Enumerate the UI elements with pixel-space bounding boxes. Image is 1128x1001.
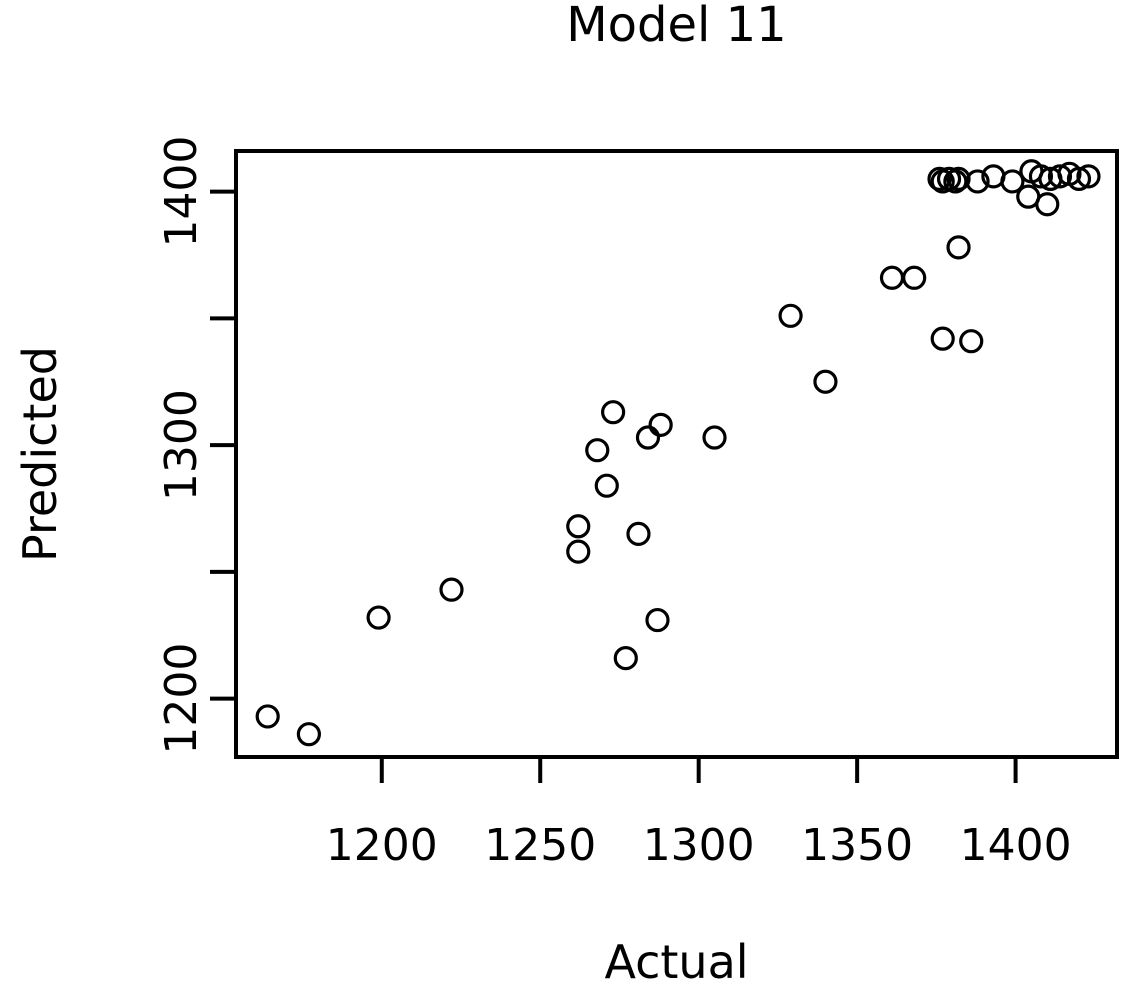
data-point (439, 577, 464, 602)
data-point (613, 646, 638, 671)
y-tick-label: 1400 (156, 136, 207, 248)
x-tick-label: 1400 (960, 820, 1072, 871)
data-point (930, 326, 955, 351)
data-point (594, 473, 619, 498)
data-point (1047, 164, 1073, 189)
x-tick-label: 1200 (326, 820, 438, 871)
data-point (927, 166, 952, 191)
x-tick-label: 1300 (643, 820, 755, 871)
data-point (1076, 164, 1101, 189)
data-point (1035, 192, 1060, 217)
x-tick-label: 1250 (484, 820, 596, 871)
data-point (566, 539, 591, 564)
data-point (902, 265, 927, 290)
data-point (585, 438, 610, 463)
data-point (778, 303, 803, 328)
chart-title: Model 11 (566, 0, 786, 53)
data-point (1028, 164, 1054, 189)
data-point (946, 235, 971, 260)
data-point (959, 329, 984, 354)
data-point (1066, 166, 1092, 191)
data-point (645, 607, 670, 633)
data-point (879, 265, 905, 290)
data-point (255, 704, 280, 729)
plot-area: 1200 1250 1300 1350 1400 1200 1300 1400 (156, 136, 1119, 871)
x-tick-label: 1350 (801, 820, 913, 871)
data-point (648, 412, 673, 437)
y-tick-label: 1300 (156, 389, 207, 501)
data-point (366, 605, 391, 630)
data-point (601, 400, 626, 425)
data-point (566, 514, 591, 539)
data-point (296, 722, 321, 747)
data-point (702, 425, 727, 450)
data-point (813, 369, 838, 394)
data-point (626, 521, 651, 546)
data-point (946, 166, 971, 191)
y-tick-label: 1200 (156, 643, 207, 755)
data-point (1000, 169, 1025, 194)
plot-frame (234, 149, 1119, 759)
data-point (635, 425, 661, 450)
x-axis-label: Actual (604, 935, 748, 989)
y-axis-label: Predicted (13, 346, 67, 562)
data-point (965, 169, 990, 194)
